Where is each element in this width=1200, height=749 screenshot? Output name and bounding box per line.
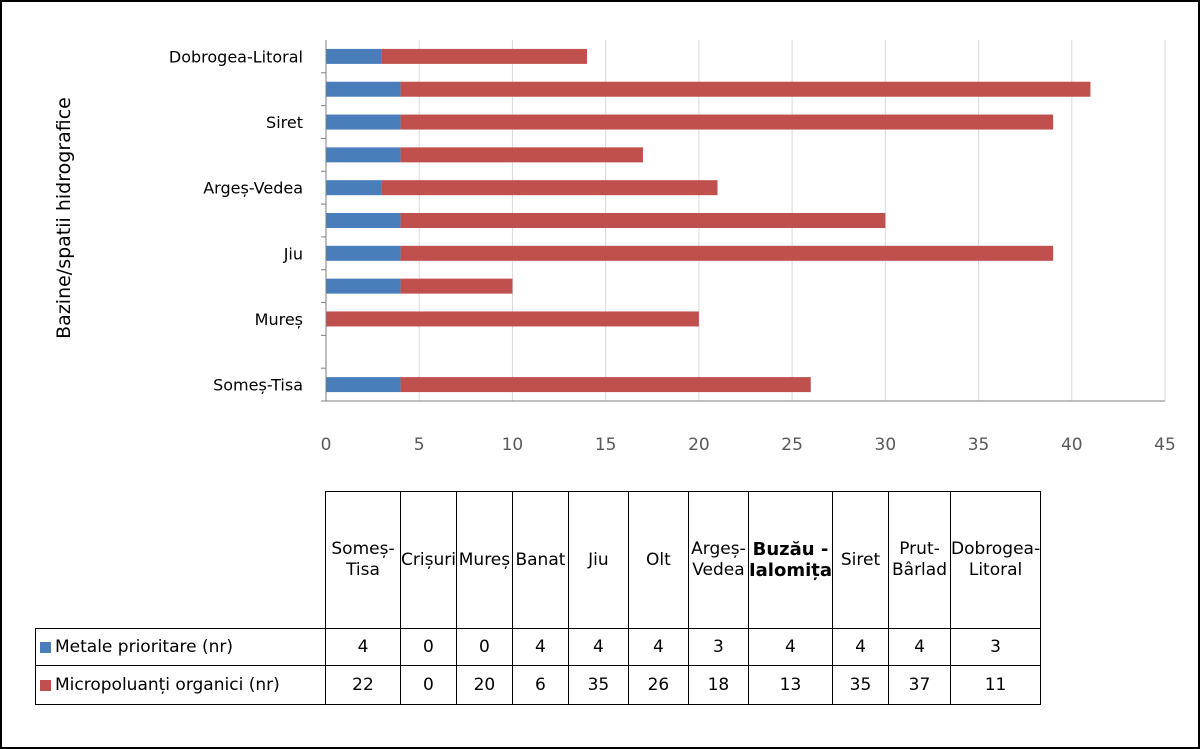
y-category-label: Dobrogea-Litoral (169, 47, 303, 66)
data-table: Someș-Tisa Crișuri Mureș Banat Jiu Olt Argeș-V… (35, 491, 1042, 705)
bar-segment (400, 147, 643, 163)
table-cell: 4 (627, 628, 689, 666)
y-category-label: Someș-Tisa (213, 376, 303, 395)
bar-segment (326, 245, 401, 261)
bar-segment (326, 377, 401, 393)
table-category-header: Dobrogea-Litoral (949, 491, 1042, 629)
bar-segment (326, 311, 699, 327)
x-tick-label: 10 (502, 435, 524, 455)
table-cell: 11 (949, 665, 1042, 705)
y-category-label: Jiu (283, 244, 303, 263)
table-cell: 18 (687, 665, 749, 705)
table-category-header: Argeș-Vedea (687, 491, 749, 629)
table-row: Micropoluanți organici (nr) 22 0 20 6 35 26 18 1… (35, 665, 1042, 705)
x-tick-label: 5 (414, 435, 425, 455)
y-category-label: Mureș (255, 310, 303, 329)
table-category-header: Siret (832, 491, 889, 629)
x-tick-label: 35 (968, 435, 990, 455)
table-cell: 4 (325, 628, 401, 666)
stacked-bar-chart: 0 5 10 15 20 25 30 35 40 45 Someș-Tisa Mureș Jiu Arg… (53, 40, 1176, 455)
bar-segment (400, 278, 513, 294)
x-tick-label: 0 (321, 435, 332, 455)
table-category-header: Jiu (567, 491, 629, 629)
legend-label: Micropoluanți organici (nr) (55, 675, 280, 695)
x-tick-label: 40 (1061, 435, 1083, 455)
table-cell: 0 (400, 628, 457, 666)
y-category-label: Argeș-Vedea (203, 179, 303, 198)
table-cell: 35 (832, 665, 889, 705)
bar-segment (400, 377, 811, 393)
table-cell: 4 (567, 628, 629, 666)
table-cell: 4 (888, 628, 951, 666)
x-tick-label: 45 (1154, 435, 1176, 455)
bar-segment (381, 180, 718, 196)
table-category-header: Crișuri (400, 491, 457, 629)
table-cell: 6 (511, 665, 569, 705)
table-cell: 37 (888, 665, 951, 705)
table-cell: 3 (687, 628, 749, 666)
bar-segment (326, 114, 401, 130)
table-category-header: Prut-Bârlad (888, 491, 951, 629)
x-tick-label: 15 (595, 435, 617, 455)
bar-segment (400, 213, 886, 228)
legend-entry: Micropoluanți organici (nr) (35, 665, 326, 705)
table-cell: 20 (455, 665, 513, 705)
bar-segment (326, 81, 401, 97)
x-tick-label: 25 (781, 435, 803, 455)
bar-segment (326, 180, 382, 196)
table-header-row: Someș-Tisa Crișuri Mureș Banat Jiu Olt Argeș-V… (35, 491, 1042, 629)
table-cell: 4 (511, 628, 569, 666)
table-cell: 13 (747, 665, 834, 705)
y-category-label: Siret (266, 113, 303, 132)
x-tick-label: 30 (875, 435, 897, 455)
table-category-header: Mureș (455, 491, 513, 629)
bar-segment (326, 213, 401, 228)
table-cell: 26 (627, 665, 689, 705)
table-category-header: Someș-Tisa (325, 491, 401, 629)
table-category-header: Buzău - Ialomița (747, 491, 834, 629)
bar-segment (326, 278, 401, 294)
table-cell: 4 (832, 628, 889, 666)
legend-entry: Metale prioritare (nr) (35, 628, 326, 666)
bar-segment (400, 114, 1054, 130)
legend-label: Metale prioritare (nr) (55, 637, 234, 657)
table-cell: 0 (400, 665, 457, 705)
table-corner (35, 491, 326, 629)
table-cell: 0 (455, 628, 513, 666)
table-category-header: Banat (511, 491, 569, 629)
bar-segment (381, 48, 588, 64)
axes (321, 40, 1165, 402)
table-cell: 35 (567, 665, 629, 705)
x-tick-label: 20 (688, 435, 710, 455)
legend-key (40, 679, 51, 691)
bar-segment (400, 245, 1054, 261)
table-cell: 4 (747, 628, 834, 666)
table-row: Metale prioritare (nr) 4 0 0 4 4 4 3 4 4 4 3 (35, 628, 1042, 666)
bar-segment (400, 81, 1091, 97)
table-cell: 22 (325, 665, 401, 705)
x-tick-labels: 0 5 10 15 20 25 30 35 40 45 (321, 435, 1176, 455)
bars (326, 48, 1091, 393)
y-axis-title: Bazine/spatii hidrografice (53, 97, 75, 339)
y-category-labels: Someș-Tisa Mureș Jiu Argeș-Vedea Siret Dobrog… (169, 47, 303, 394)
legend-key (40, 641, 51, 653)
table-cell: 3 (949, 628, 1042, 666)
bar-segment (326, 147, 401, 163)
bar-segment (326, 48, 382, 64)
table-category-header: Olt (627, 491, 689, 629)
